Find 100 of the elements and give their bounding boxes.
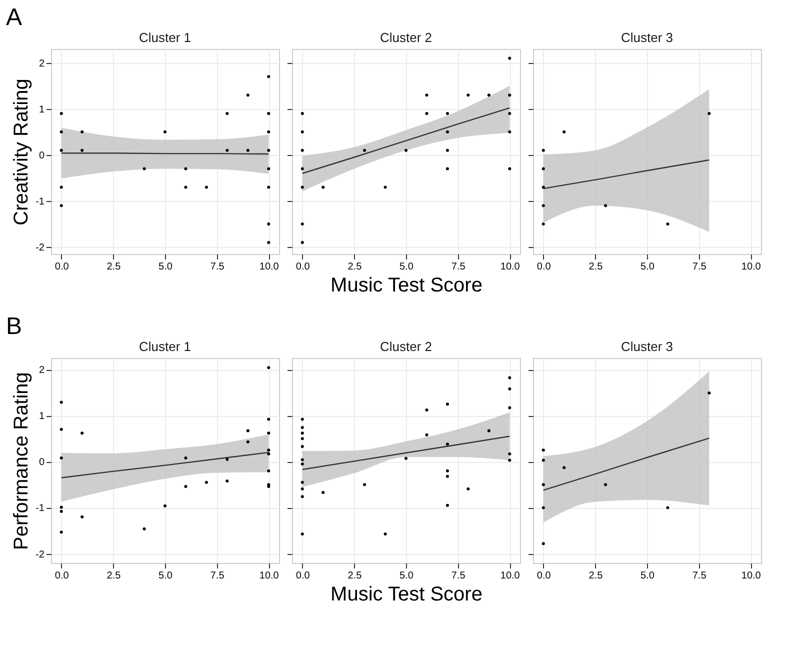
point [487, 429, 490, 432]
point [542, 506, 545, 510]
text: A [6, 4, 22, 31]
point [267, 366, 270, 370]
point [267, 148, 270, 152]
x-tick-label: 2.5 [106, 570, 122, 582]
point [466, 487, 470, 490]
point [60, 204, 63, 208]
point [542, 458, 545, 462]
x-tick-label: 0.0 [54, 262, 70, 272]
y-tick-label: 2 [38, 58, 45, 70]
point [508, 130, 512, 134]
point [267, 418, 270, 421]
point [508, 112, 512, 115]
point [446, 112, 449, 115]
chart-title: Cluster 3 [620, 339, 674, 354]
point [404, 148, 408, 152]
point [300, 418, 304, 421]
point [80, 432, 84, 435]
y-tick-label: -1 [36, 196, 45, 208]
chart-title: Cluster 1 [138, 30, 192, 45]
chart-title: Cluster 2 [380, 339, 432, 354]
x-tick-label: 5.0 [400, 262, 414, 272]
y-tick-label: -2 [36, 549, 45, 560]
x-tick-label: 10.0 [259, 570, 280, 582]
x-tick-label: 0.0 [54, 570, 70, 582]
y-tick-label: 0 [38, 457, 45, 468]
point [446, 469, 449, 472]
point [300, 130, 304, 134]
point [300, 112, 304, 115]
point [267, 469, 270, 472]
point [164, 504, 166, 508]
point [446, 442, 449, 446]
point [60, 428, 63, 431]
point [363, 148, 366, 152]
x-tick-label: 5.0 [158, 570, 173, 582]
point [142, 167, 146, 170]
point [80, 515, 84, 518]
point [487, 94, 490, 97]
point [508, 406, 512, 410]
point [604, 204, 608, 208]
y-tick-label: 1 [38, 411, 45, 422]
point [267, 167, 270, 170]
point [184, 456, 188, 460]
x-tick-label: 5.0 [400, 570, 414, 582]
point [508, 94, 512, 97]
x-tick-label: 7.5 [692, 262, 707, 272]
point [184, 167, 188, 170]
x-tick-label: 5.0 [640, 570, 655, 582]
point [226, 480, 229, 482]
point [142, 527, 146, 530]
point [542, 222, 545, 226]
point [404, 456, 408, 460]
point [708, 392, 711, 395]
point [300, 222, 304, 226]
point [300, 240, 304, 244]
point [60, 186, 63, 189]
point [562, 130, 566, 134]
x-tick-label: 2.5 [348, 262, 362, 272]
point [508, 458, 512, 462]
point [300, 487, 304, 490]
point [542, 448, 545, 452]
chart-title: Cluster 1 [138, 339, 192, 354]
point [425, 408, 428, 412]
x-axis-title: Music Test Score [330, 584, 482, 606]
point [300, 495, 304, 498]
point [322, 491, 325, 494]
x-tick-label: 10.0 [741, 570, 762, 582]
point [184, 485, 188, 488]
x-tick-label: 10.0 [259, 262, 280, 272]
point [204, 480, 208, 484]
point [542, 167, 545, 170]
point [300, 432, 304, 435]
point [60, 510, 63, 513]
point [267, 432, 270, 435]
point [363, 483, 366, 486]
point [267, 112, 270, 115]
point [322, 186, 325, 189]
point [508, 167, 512, 170]
x-tick-label: 7.5 [451, 262, 466, 272]
point [384, 532, 387, 536]
y-axis-title: Performance Rating [10, 372, 33, 550]
point [60, 530, 63, 534]
point [60, 112, 63, 115]
x-tick-label: 10.0 [500, 570, 520, 582]
point [226, 112, 229, 115]
point [508, 452, 512, 456]
point [425, 112, 428, 115]
point [60, 506, 63, 509]
x-tick-label: 2.5 [588, 570, 604, 582]
point [300, 532, 304, 536]
point [666, 222, 670, 226]
point [384, 186, 387, 189]
point [300, 437, 304, 440]
x-tick-label: 5.0 [158, 262, 173, 272]
chart-title: Cluster 3 [620, 30, 674, 45]
point [226, 458, 229, 461]
point [246, 94, 250, 97]
point [300, 167, 304, 170]
point [60, 456, 63, 460]
